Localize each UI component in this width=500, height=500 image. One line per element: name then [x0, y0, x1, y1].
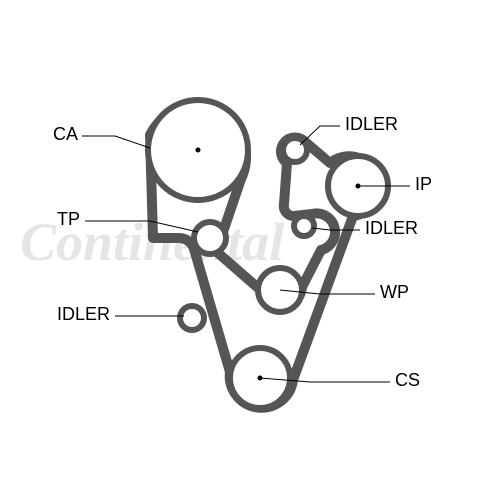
- pulley-idler3: [180, 306, 204, 330]
- label-idler1: IDLER: [345, 114, 398, 134]
- label-idler2: IDLER: [365, 218, 418, 238]
- label-ca: CA: [53, 124, 78, 144]
- label-tp: TP: [57, 209, 80, 229]
- pulley-center-ca: [196, 148, 201, 153]
- pulley-tp: [194, 222, 226, 254]
- leader-ca: [82, 136, 150, 148]
- label-wp: WP: [380, 282, 409, 302]
- belt-routing-diagram: Continental CAIDLERIPIDLERTPWPIDLERCS: [0, 0, 500, 500]
- pulley-idler2: [294, 216, 314, 236]
- label-cs: CS: [395, 370, 420, 390]
- label-ip: IP: [415, 174, 432, 194]
- label-idler3: IDLER: [57, 304, 110, 324]
